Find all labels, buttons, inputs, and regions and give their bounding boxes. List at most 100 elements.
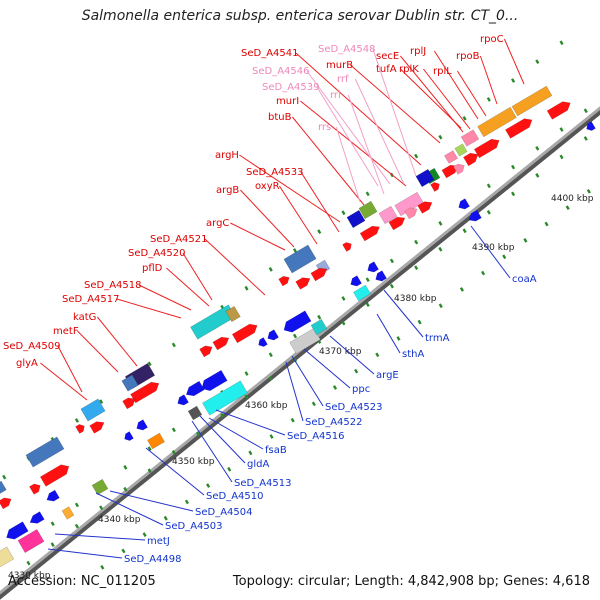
forward-gene-arrow xyxy=(388,216,406,231)
feature-block xyxy=(25,436,65,468)
reverse-gene-arrow xyxy=(458,198,470,210)
gene-label-pfld: pflD xyxy=(142,263,163,274)
forward-gene-arrow xyxy=(89,421,105,434)
gene-leader-glda xyxy=(199,415,246,464)
feature-block xyxy=(283,244,317,274)
gene-leader-sed-a4517 xyxy=(116,298,182,319)
tick-mark xyxy=(74,523,79,529)
feature-block xyxy=(346,209,366,229)
tick-mark xyxy=(268,376,273,381)
gene-label-metj: metJ xyxy=(147,536,170,547)
gene-label-arge: argE xyxy=(376,370,399,381)
tick-mark xyxy=(171,427,176,433)
gene-label-coaa: coaA xyxy=(512,274,537,285)
gene-leader-argc xyxy=(230,222,286,251)
rrna-label-sed-a4546: SeD_A4546 xyxy=(252,66,310,77)
tick-mark xyxy=(486,183,491,189)
tick-mark xyxy=(147,468,152,474)
gene-label-sed-a4521: SeD_A4521 xyxy=(150,234,208,245)
reverse-gene-arrow xyxy=(46,489,60,502)
gene-label-tufa: tufA xyxy=(376,64,397,75)
tick-mark xyxy=(171,449,176,455)
forward-gene-arrow xyxy=(29,483,41,495)
gene-label-sed-a4509: SeD_A4509 xyxy=(3,341,61,352)
gene-leader-sed-a4504 xyxy=(109,490,194,512)
feature-block xyxy=(80,398,106,422)
tick-mark xyxy=(486,97,491,102)
tick-mark xyxy=(123,465,128,470)
feature-block xyxy=(147,432,165,450)
gene-leader-sed-a4513 xyxy=(191,420,233,483)
tick-mark xyxy=(559,40,564,46)
tick-mark xyxy=(123,486,128,492)
gene-label-sed-a4518: SeD_A4518 xyxy=(84,280,142,291)
tick-mark xyxy=(317,314,322,320)
tick-mark xyxy=(365,302,370,307)
feature-block xyxy=(511,85,553,117)
tick-mark xyxy=(147,361,152,367)
forward-gene-arrow xyxy=(342,242,352,252)
forward-gene-arrow xyxy=(295,277,311,290)
tick-mark xyxy=(244,285,249,291)
gene-leader-sed-a4521 xyxy=(204,238,266,296)
tick-mark xyxy=(74,502,79,508)
gene-leader-sed-a4510 xyxy=(145,447,205,496)
tick-mark xyxy=(586,189,591,194)
gene-leader-argh xyxy=(239,154,341,223)
gene-leader-sed-a4518 xyxy=(138,284,192,311)
tick-mark xyxy=(163,515,168,521)
feature-block xyxy=(61,506,75,520)
gene-leader-rpll xyxy=(456,70,487,117)
gene-label-metf: metF xyxy=(53,326,79,337)
reverse-gene-arrow xyxy=(258,337,268,347)
forward-gene-arrow xyxy=(0,497,12,510)
tick-mark xyxy=(559,127,564,132)
tick-mark xyxy=(535,145,540,151)
tick-mark xyxy=(74,418,79,423)
tick-mark xyxy=(544,221,549,227)
gene-leader-rpoc xyxy=(503,38,525,85)
feature-block xyxy=(444,150,458,164)
gene-label-ppc: ppc xyxy=(352,384,370,395)
gene-leader-sed-a4520 xyxy=(182,252,213,301)
gene-label-argc: argC xyxy=(206,218,229,229)
tick-mark xyxy=(311,401,316,407)
tick-mark xyxy=(292,248,298,253)
kbp-tick-label-4360-kbp: 4360 kbp xyxy=(245,401,288,411)
reverse-gene-arrow xyxy=(177,394,189,406)
tick-mark xyxy=(511,164,516,170)
tick-mark xyxy=(414,239,419,245)
gene-leader-rplk xyxy=(423,68,471,130)
gene-label-rpll: rplL xyxy=(433,66,452,77)
gene-label-fsab: fsaB xyxy=(265,445,287,456)
tick-mark xyxy=(511,78,516,83)
gene-leader-murb xyxy=(350,64,441,144)
gene-label-sed-a4541: SeD_A4541 xyxy=(241,48,299,59)
gene-leader-coaa xyxy=(470,225,511,279)
tick-mark xyxy=(511,191,516,197)
reverse-gene-arrow xyxy=(185,380,205,397)
tick-mark xyxy=(438,221,443,226)
forward-gene-arrow xyxy=(212,336,230,351)
gene-leader-metj xyxy=(54,533,146,541)
genome-summary-text: Topology: circular; Length: 4,842,908 bp… xyxy=(232,574,590,589)
tick-mark xyxy=(365,191,370,197)
tick-mark xyxy=(50,521,55,527)
tick-mark xyxy=(244,371,249,376)
gene-leader-oxyr xyxy=(278,185,318,245)
reverse-gene-arrow xyxy=(124,431,134,441)
gene-leader-sed-a4522 xyxy=(285,361,304,422)
gene-leader-stha xyxy=(376,313,401,354)
tick-mark xyxy=(462,115,467,121)
forward-gene-arrow xyxy=(39,464,70,487)
rrna-label-rrf: rrf xyxy=(337,74,349,85)
tick-mark xyxy=(459,287,464,292)
reverse-gene-arrow xyxy=(350,275,362,287)
tick-mark xyxy=(341,296,346,301)
forward-gene-arrow xyxy=(473,138,500,159)
gene-leader-tufa xyxy=(400,68,462,129)
gene-label-sed-a4513: SeD_A4513 xyxy=(234,478,292,489)
tick-mark xyxy=(184,499,189,505)
tick-mark xyxy=(290,417,295,423)
